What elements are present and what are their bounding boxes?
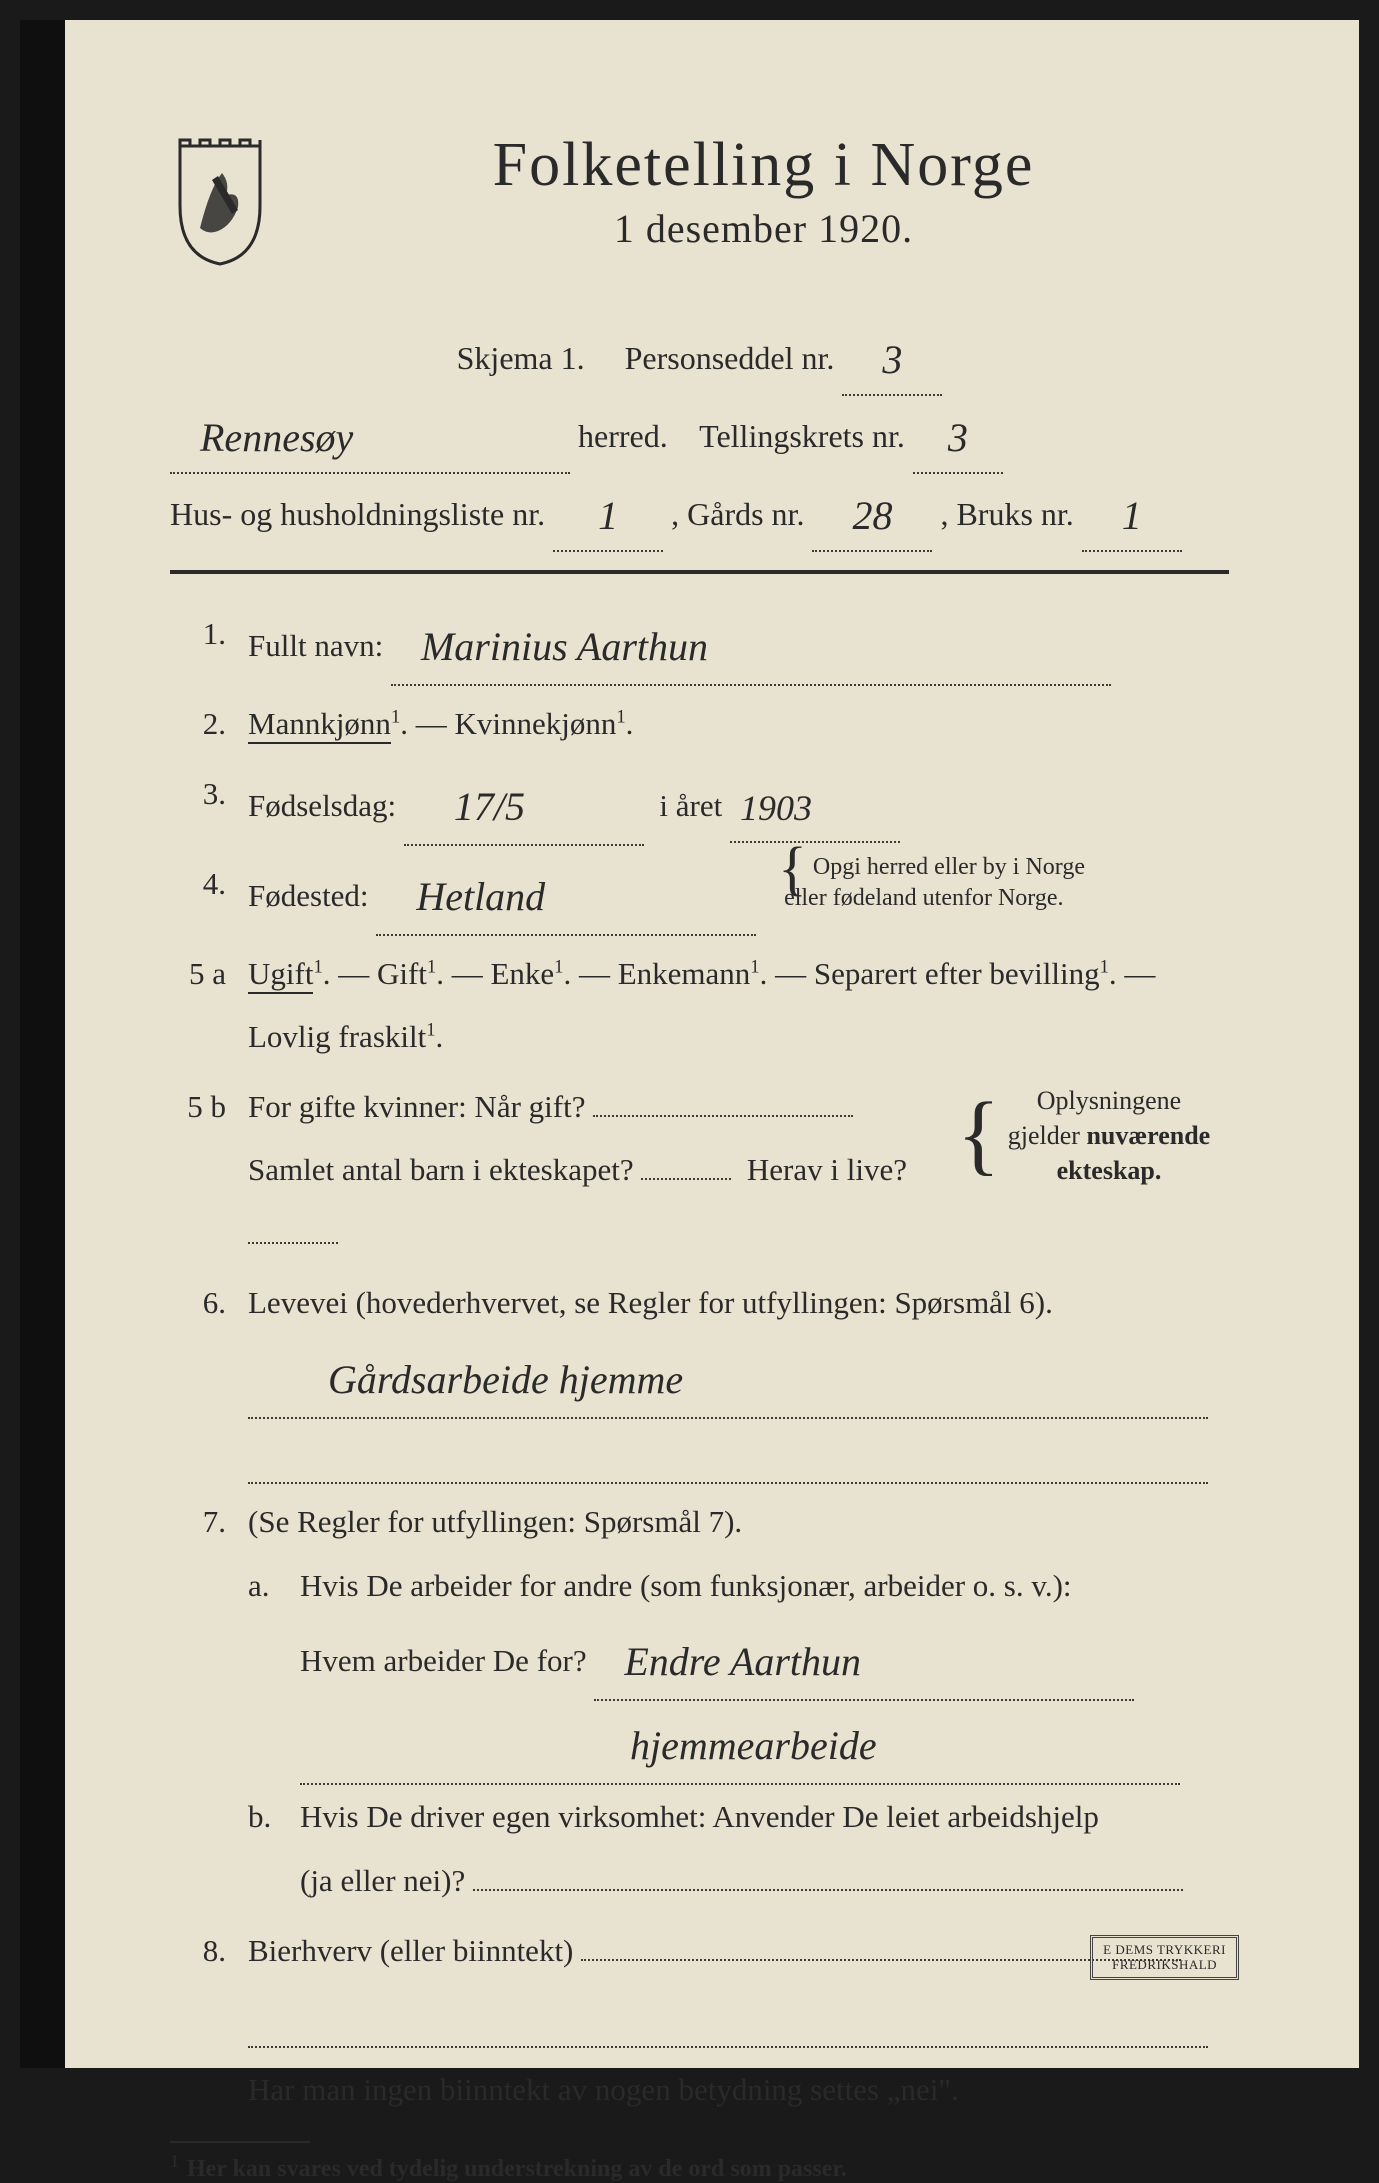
personseddel-nr: 3 bbox=[882, 322, 902, 398]
q4-label: Fødested: bbox=[248, 878, 369, 913]
q5b-line1: For gifte kvinner: Når gift? bbox=[248, 1089, 585, 1124]
q7a-num: a. bbox=[248, 1554, 282, 1786]
q1-label: Fullt navn: bbox=[248, 628, 383, 663]
census-form-page: Folketelling i Norge 1 desember 1920. Sk… bbox=[20, 20, 1359, 2068]
tellingskrets-label: Tellingskrets nr. bbox=[699, 418, 905, 454]
q7a-l1: Hvis De arbeider for andre (som funksjon… bbox=[300, 1568, 1072, 1603]
rule-top bbox=[170, 570, 1229, 574]
q5a-enke: Enke bbox=[490, 956, 554, 991]
bruks-label: , Bruks nr. bbox=[940, 496, 1073, 532]
q5a-lovlig: Lovlig fraskilt bbox=[248, 1019, 426, 1054]
q7a-val1: Endre Aarthun bbox=[624, 1621, 861, 1703]
printer-stamp: E DEMS TRYKKERI FREDRIKSHALD bbox=[1090, 1935, 1239, 1980]
q5a-sep: Separert efter bevilling bbox=[814, 956, 1100, 991]
subtitle: 1 desember 1920. bbox=[298, 205, 1229, 252]
q3-label: Fødselsdag: bbox=[248, 788, 396, 823]
q5a-num: 5 a bbox=[170, 942, 226, 1069]
stamp-l1: E DEMS TRYKKERI bbox=[1103, 1942, 1226, 1957]
q7-label: (Se Regler for utfyllingen: Spørsmål 7). bbox=[248, 1504, 742, 1539]
q5a: 5 a Ugift1. — Gift1. — Enke1. — Enkemann… bbox=[170, 942, 1229, 1069]
q5b-side-note: Oplysningene gjelder nuværende ekteskap. bbox=[989, 1083, 1229, 1188]
stamp-l2: FREDRIKSHALD bbox=[1112, 1957, 1217, 1972]
footnote: 1Her kan svares ved tydelig understrekni… bbox=[170, 2151, 1229, 2183]
gards-label: , Gårds nr. bbox=[671, 496, 804, 532]
q6: 6. Levevei (hovederhvervet, se Regler fo… bbox=[170, 1271, 1229, 1484]
q7: 7. (Se Regler for utfyllingen: Spørsmål … bbox=[170, 1490, 1229, 1912]
herred-label: herred. bbox=[578, 418, 668, 454]
q7b-l1: Hvis De driver egen virksomhet: Anvender… bbox=[300, 1799, 1099, 1834]
q7a-l2: Hvem arbeider De for? bbox=[300, 1643, 587, 1678]
q3-day: 17/5 bbox=[404, 766, 525, 848]
q4-note: { Opgi herred eller by i Norge eller fød… bbox=[778, 852, 1085, 914]
skjema-label: Skjema 1. bbox=[457, 340, 585, 376]
q6-value: Gårdsarbeide hjemme bbox=[328, 1339, 683, 1421]
main-title: Folketelling i Norge bbox=[298, 130, 1229, 201]
title-block: Folketelling i Norge 1 desember 1920. bbox=[298, 130, 1229, 252]
gards-nr: 28 bbox=[852, 478, 892, 554]
herred-value: Rennesøy bbox=[200, 400, 353, 476]
q8-label: Bierhverv (eller biinntekt) bbox=[248, 1933, 573, 1968]
footnote-text: Her kan svares ved tydelig understreknin… bbox=[187, 2156, 847, 2182]
q2-num: 2. bbox=[170, 692, 226, 756]
meta-line-2: Rennesøy herred. Tellingskrets nr. 3 bbox=[170, 396, 1229, 474]
meta-line-3: Hus- og husholdningsliste nr. 1 , Gårds … bbox=[170, 474, 1229, 552]
husliste-label: Hus- og husholdningsliste nr. bbox=[170, 496, 545, 532]
q1-value: Marinius Aarthun bbox=[421, 606, 708, 688]
q6-label: Levevei (hovederhvervet, se Regler for u… bbox=[248, 1285, 1053, 1320]
q4: 4. Fødested: Hetland { Opgi herred eller… bbox=[170, 852, 1229, 936]
q6-num: 6. bbox=[170, 1271, 226, 1484]
q7-num: 7. bbox=[170, 1490, 226, 1912]
footnote-rule bbox=[170, 2141, 310, 2143]
husliste-nr: 1 bbox=[598, 478, 618, 554]
q8-num: 8. bbox=[170, 1919, 226, 2048]
header: Folketelling i Norge 1 desember 1920. bbox=[170, 130, 1229, 268]
q5a-gift: Gift bbox=[377, 956, 427, 991]
meta-block: Skjema 1. Personseddel nr. 3 Rennesøy he… bbox=[170, 318, 1229, 552]
q5b-side1: Oplysningene bbox=[1037, 1086, 1181, 1115]
q2: 2. Mannkjønn1. — Kvinnekjønn1. bbox=[170, 692, 1229, 756]
q2-kvin: Kvinnekjønn bbox=[454, 706, 616, 741]
bruks-nr: 1 bbox=[1122, 478, 1142, 554]
q5b-line2b: Herav i live? bbox=[747, 1152, 907, 1187]
q1-num: 1. bbox=[170, 602, 226, 686]
q3-num: 3. bbox=[170, 762, 226, 846]
q5b-num: 5 b bbox=[170, 1075, 226, 1266]
q5a-enkemann: Enkemann bbox=[618, 956, 751, 991]
coat-of-arms-icon bbox=[170, 138, 270, 268]
q7b-num: b. bbox=[248, 1785, 282, 1912]
q1: 1. Fullt navn: Marinius Aarthun bbox=[170, 602, 1229, 686]
scan-edge bbox=[20, 20, 65, 2068]
q4-num: 4. bbox=[170, 852, 226, 936]
meta-line-1: Skjema 1. Personseddel nr. 3 bbox=[170, 318, 1229, 396]
q2-mann: Mannkjønn bbox=[248, 706, 391, 744]
q7b-l2: (ja eller nei)? bbox=[300, 1863, 465, 1898]
q3: 3. Fødselsdag: 17/5 i året 1903 bbox=[170, 762, 1229, 846]
q7a-val2: hjemmearbeide bbox=[630, 1705, 877, 1787]
questions: 1. Fullt navn: Marinius Aarthun 2. Mannk… bbox=[170, 602, 1229, 2121]
q5a-ugift: Ugift bbox=[248, 956, 313, 994]
q4-note-l1: Opgi herred eller by i Norge bbox=[813, 854, 1085, 880]
tail-note: Har man ingen biinntekt av nogen betydni… bbox=[170, 2058, 1229, 2122]
q5b-side2: gjelder nuværende bbox=[1008, 1121, 1210, 1150]
personseddel-label: Personseddel nr. bbox=[625, 340, 835, 376]
q5b: 5 b Oplysningene gjelder nuværende ektes… bbox=[170, 1075, 1229, 1266]
tellingskrets-nr: 3 bbox=[948, 400, 968, 476]
q3-year: 1903 bbox=[730, 772, 812, 846]
q5b-line2a: Samlet antal barn i ekteskapet? bbox=[248, 1152, 634, 1187]
q8: 8. Bierhverv (eller biinntekt) bbox=[170, 1919, 1229, 2048]
q5b-side3: ekteskap. bbox=[1057, 1156, 1162, 1185]
q3-year-label: i året bbox=[659, 788, 722, 823]
q4-value: Hetland bbox=[376, 856, 545, 938]
q4-note-l2: eller fødeland utenfor Norge. bbox=[784, 885, 1063, 911]
